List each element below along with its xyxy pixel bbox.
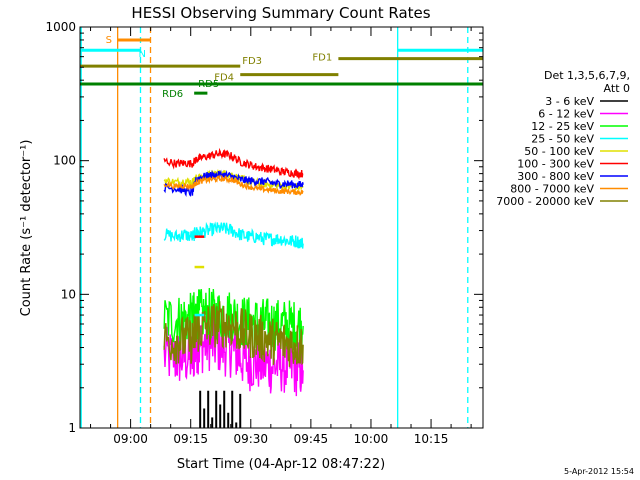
x-tick-label: 09:00 — [113, 432, 148, 446]
x-tick-label: 10:15 — [414, 432, 449, 446]
legend-entry-label: 3 - 6 keV — [545, 95, 594, 108]
series-line — [163, 174, 304, 196]
legend-entry-label: 25 - 50 keV — [531, 133, 594, 146]
legend-entry-label: 800 - 7000 keV — [510, 183, 594, 196]
series-line — [163, 301, 304, 367]
y-axis-label: Count Rate (s⁻¹ detector⁻¹) — [19, 140, 34, 317]
plot-frame — [79, 26, 484, 429]
legend-entry-label: 50 - 100 keV — [524, 145, 594, 158]
flag-bar-label: RD6 — [162, 89, 183, 100]
legend-header-line-1: Det 1,3,5,6,7,9, — [544, 69, 630, 82]
flag-bar-label: FD1 — [312, 53, 332, 64]
series-line — [163, 221, 304, 249]
x-tick-label: 10:00 — [354, 432, 389, 446]
y-tick-label: 10 — [61, 287, 76, 301]
flag-bar-label: RD5 — [198, 79, 219, 90]
series-line — [163, 147, 304, 181]
footer-timestamp: 5-Apr-2012 15:54 — [564, 467, 634, 476]
legend-header-line-2: Att 0 — [604, 82, 630, 95]
x-tick-label: 09:15 — [173, 432, 208, 446]
x-tick-label: 09:45 — [294, 432, 329, 446]
y-tick-label: 1000 — [45, 20, 76, 34]
y-tick-label: 100 — [53, 154, 76, 168]
series-line — [163, 169, 304, 198]
flag-bar-label: S — [106, 35, 112, 46]
legend-entry-label: 7000 - 20000 keV — [496, 195, 594, 208]
flag-bar-label: FD4 — [214, 73, 234, 84]
flag-bar-label: N — [138, 49, 145, 60]
x-tick-label: 09:30 — [233, 432, 268, 446]
chart-title: HESSI Observing Summary Count Rates — [131, 4, 430, 22]
legend-entry-label: 300 - 800 keV — [517, 170, 594, 183]
legend-entry-label: 100 - 300 keV — [517, 158, 594, 171]
y-tick-label: 1 — [68, 421, 76, 435]
flag-bar-label: FD3 — [242, 56, 262, 67]
x-axis-label: Start Time (04-Apr-12 08:47:22) — [177, 457, 385, 472]
legend-entry-label: 6 - 12 keV — [538, 108, 594, 121]
legend-entry-label: 12 - 25 keV — [531, 120, 594, 133]
